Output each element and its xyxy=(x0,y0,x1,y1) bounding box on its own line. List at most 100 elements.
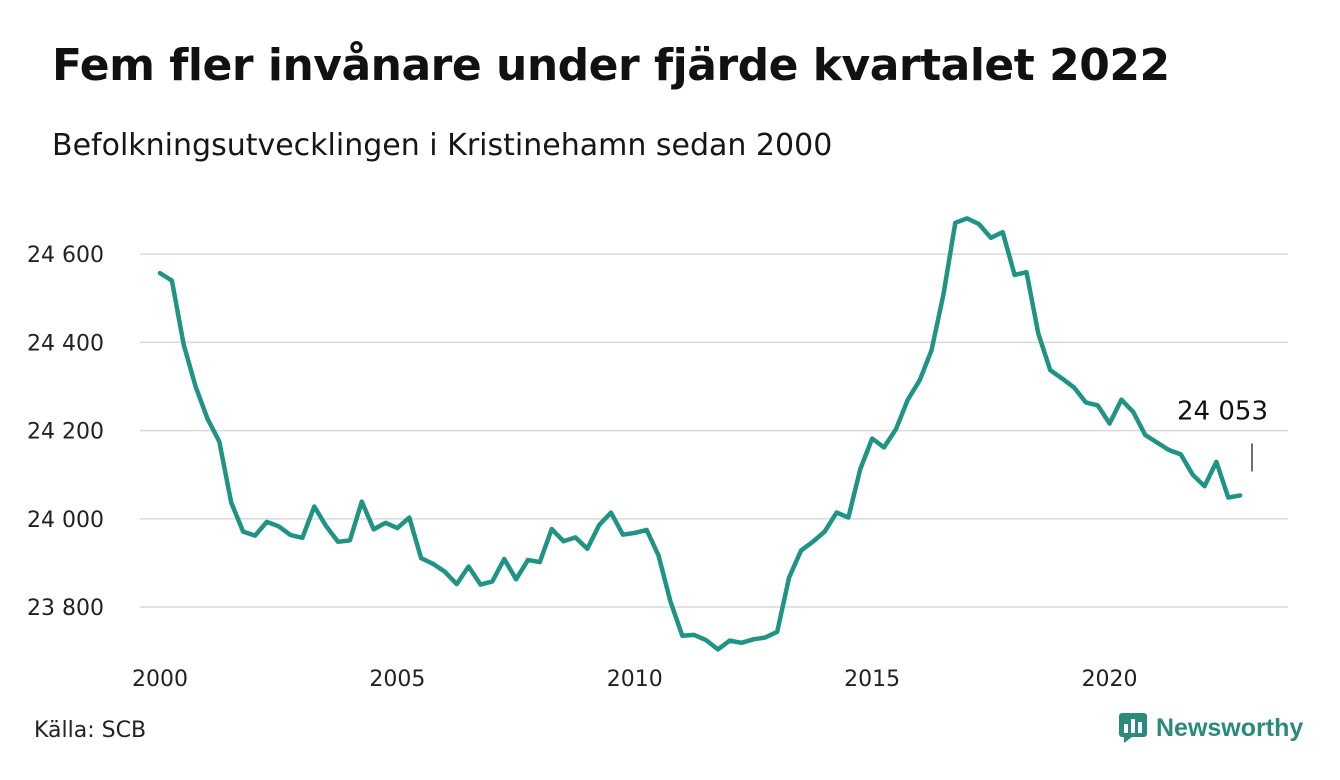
data-point xyxy=(1143,433,1147,437)
data-point xyxy=(965,216,969,220)
data-point xyxy=(360,500,364,504)
x-tick-label: 2005 xyxy=(369,667,425,692)
data-point xyxy=(1013,273,1017,277)
data-point xyxy=(989,236,993,240)
data-point xyxy=(205,417,209,421)
annotation-label: 24 053 xyxy=(1177,396,1268,426)
data-point xyxy=(170,279,174,283)
data-point xyxy=(265,520,269,524)
data-point xyxy=(1226,496,1230,500)
data-point xyxy=(502,557,506,561)
data-point xyxy=(953,221,957,225)
data-point xyxy=(835,511,839,515)
data-point xyxy=(538,560,542,564)
data-point xyxy=(633,531,637,535)
data-point xyxy=(799,549,803,553)
data-point xyxy=(194,384,198,388)
data-point xyxy=(930,348,934,352)
data-point xyxy=(336,540,340,544)
data-point xyxy=(550,527,554,531)
y-tick-label: 24 000 xyxy=(27,508,104,533)
data-point xyxy=(787,576,791,580)
data-point xyxy=(431,562,435,566)
data-point xyxy=(182,343,186,347)
data-point xyxy=(289,533,293,537)
data-point xyxy=(324,524,328,528)
y-tick-label: 24 400 xyxy=(27,331,104,356)
y-tick-label: 24 200 xyxy=(27,420,104,445)
data-point xyxy=(941,293,945,297)
data-point xyxy=(1072,385,1076,389)
x-tick-label: 2000 xyxy=(132,667,188,692)
newsworthy-logo-icon xyxy=(1119,713,1147,743)
source-note: Källa: SCB xyxy=(34,718,147,743)
data-point xyxy=(823,530,827,534)
data-point xyxy=(846,516,850,520)
y-tick-label: 23 800 xyxy=(27,596,104,621)
data-point xyxy=(478,583,482,587)
data-point xyxy=(1096,403,1100,407)
data-point xyxy=(882,445,886,449)
data-point xyxy=(858,467,862,471)
data-point xyxy=(1191,473,1195,477)
data-point xyxy=(870,437,874,441)
data-point xyxy=(1155,441,1159,445)
data-point xyxy=(395,526,399,530)
data-point xyxy=(645,528,649,532)
data-point xyxy=(597,523,601,527)
data-point xyxy=(407,516,411,520)
data-point xyxy=(1060,377,1064,381)
data-point xyxy=(716,647,720,651)
data-point xyxy=(1084,400,1088,404)
data-point xyxy=(241,530,245,534)
data-point xyxy=(158,271,162,275)
data-point xyxy=(728,639,732,643)
data-point xyxy=(775,630,779,634)
chart-title: Fem fler invånare under fjärde kvartalet… xyxy=(52,40,1170,91)
series-line-0 xyxy=(157,216,1243,652)
data-point xyxy=(300,536,304,540)
data-point xyxy=(811,540,815,544)
data-point xyxy=(1108,422,1112,426)
data-point xyxy=(740,641,744,645)
data-point xyxy=(692,633,696,637)
data-point xyxy=(490,579,494,583)
brand-logo[interactable]: Newsworthy xyxy=(1118,712,1303,744)
data-point xyxy=(1167,448,1171,452)
data-point xyxy=(514,577,518,581)
data-point xyxy=(1214,460,1218,464)
data-point xyxy=(419,556,423,560)
data-point xyxy=(918,378,922,382)
x-tick-label: 2010 xyxy=(607,667,663,692)
data-point xyxy=(977,222,981,226)
data-point xyxy=(384,521,388,525)
data-point xyxy=(609,511,613,515)
data-point xyxy=(372,527,376,531)
data-point xyxy=(253,534,257,538)
data-point xyxy=(1048,368,1052,372)
data-point xyxy=(704,638,708,642)
data-point xyxy=(1179,452,1183,456)
data-point xyxy=(906,398,910,402)
data-point xyxy=(680,634,684,638)
chart-subtitle: Befolkningsutvecklingen i Kristinehamn s… xyxy=(52,128,833,163)
data-point xyxy=(526,558,530,562)
data-point xyxy=(1001,230,1005,234)
y-tick-label: 24 600 xyxy=(27,243,104,268)
data-point xyxy=(621,533,625,537)
data-point xyxy=(467,564,471,568)
data-point xyxy=(1119,398,1123,402)
data-point xyxy=(217,440,221,444)
data-point xyxy=(763,636,767,640)
data-point xyxy=(312,504,316,508)
x-tick-label: 2015 xyxy=(844,667,900,692)
data-point xyxy=(348,538,352,542)
data-point xyxy=(1036,332,1040,336)
data-point xyxy=(455,582,459,586)
data-point xyxy=(562,539,566,543)
brand-name: Newsworthy xyxy=(1156,713,1304,742)
data-point xyxy=(585,547,589,551)
data-point xyxy=(1238,493,1242,497)
data-point xyxy=(657,553,661,557)
